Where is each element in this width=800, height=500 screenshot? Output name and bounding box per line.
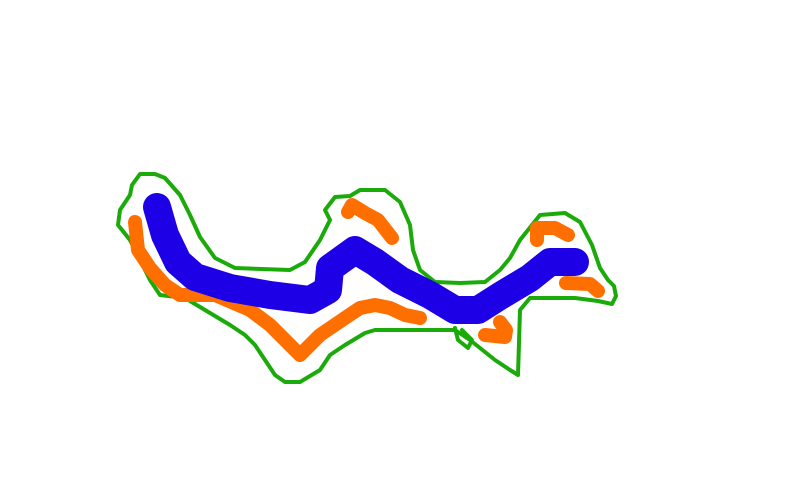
outline-path (116, 172, 618, 384)
orange-upper-stroke (341, 198, 399, 245)
orange-hook-stroke (478, 315, 513, 344)
orange-strokes (128, 198, 605, 362)
blue-center-line (143, 193, 589, 324)
outline-loop (453, 326, 474, 350)
orange-right-upper-stroke (530, 221, 575, 247)
orange-lower-stroke (128, 215, 427, 362)
orange-right-lower-stroke (559, 276, 605, 298)
blue-stroke (143, 193, 589, 324)
green-outline-stroke (116, 172, 618, 384)
